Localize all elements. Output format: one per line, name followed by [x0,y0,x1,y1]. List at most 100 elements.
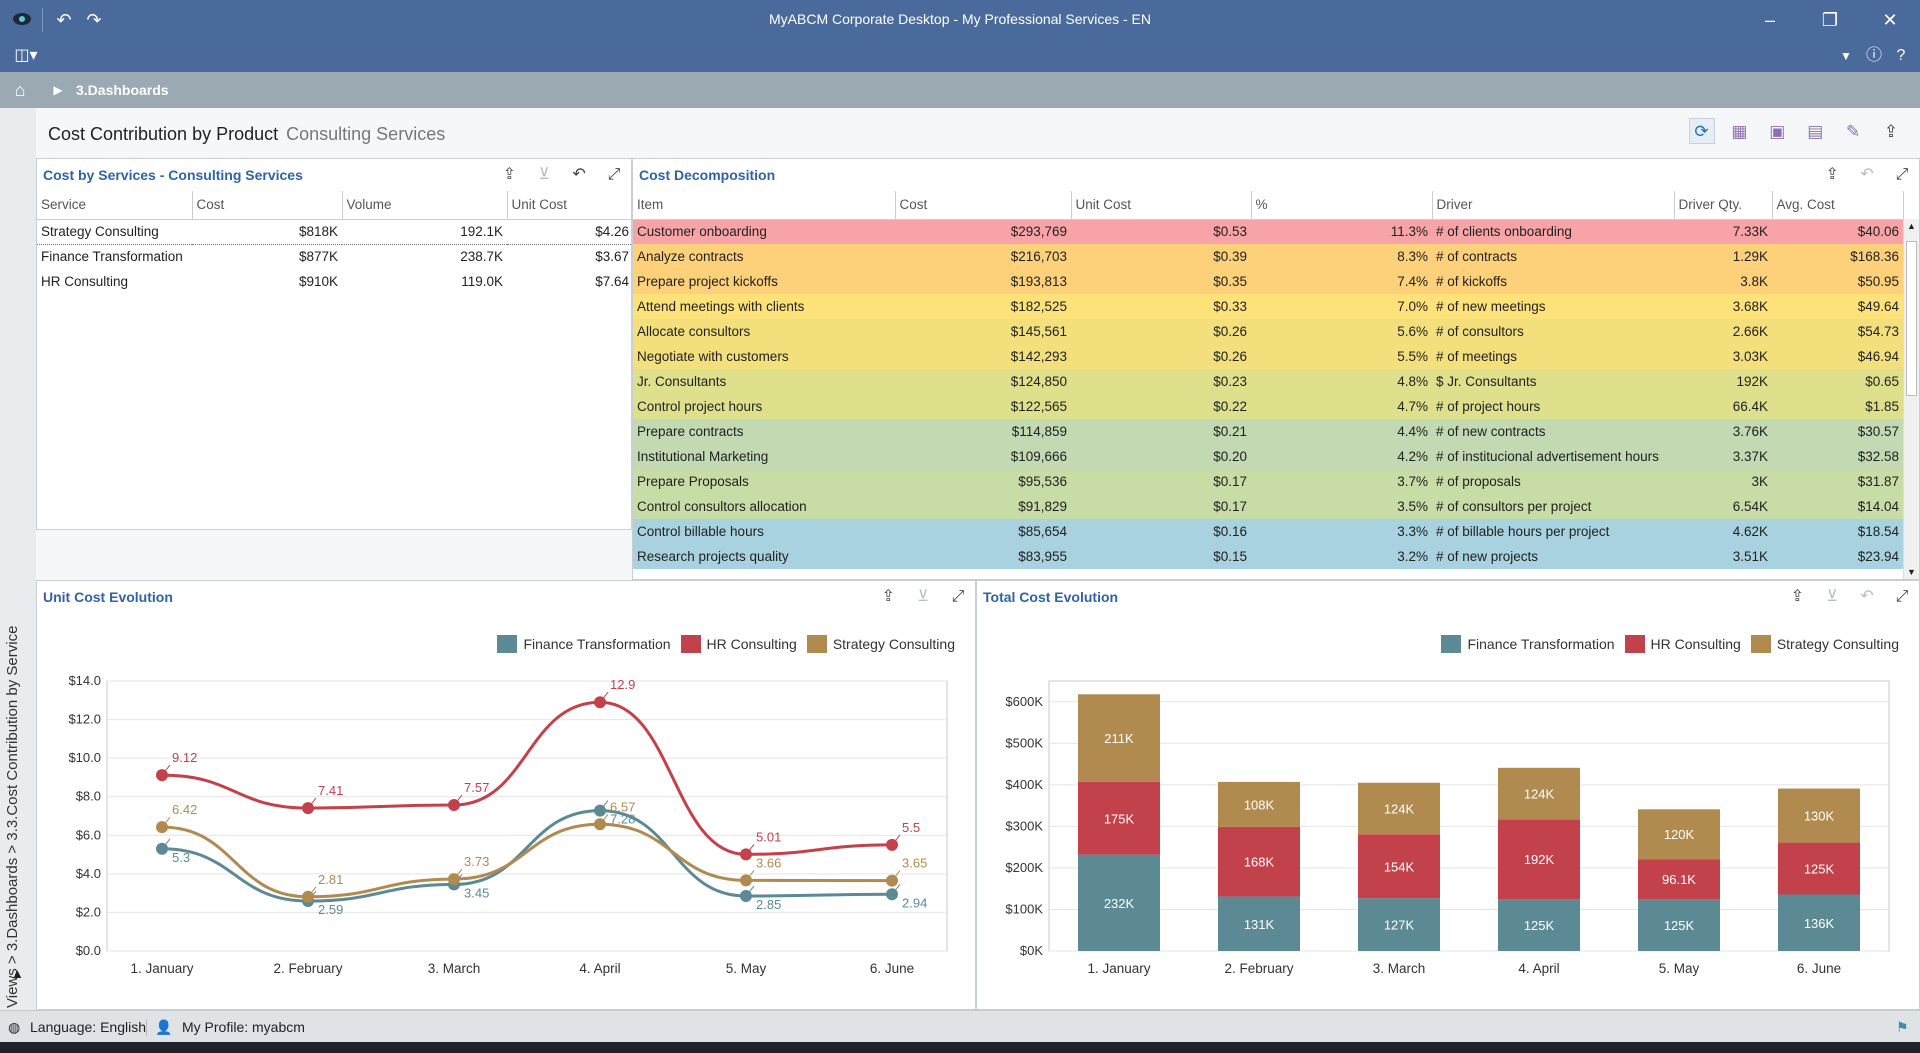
undo-icon[interactable]: ↶ [572,166,586,183]
data-point [156,821,168,834]
legend-item[interactable]: HR Consulting [1624,635,1741,653]
maximize-icon[interactable]: ⤢ [1895,166,1909,183]
table-cell: # of new meetings [1436,299,1546,314]
dashboard-area: Cost Contribution by Product Consulting S… [36,108,1920,1010]
clear-filter-icon[interactable]: ⊻ [917,588,929,605]
data-label: 136K [1804,916,1835,931]
column-header[interactable]: Cost [895,191,1072,220]
scroll-down-icon[interactable]: ▼ [1907,567,1916,577]
vertical-scrollbar[interactable]: ▲ ▼ [1903,219,1919,579]
chevron-down-icon[interactable]: ▼ [1840,49,1852,63]
grid-layout-icon[interactable]: ▦ [1731,122,1748,141]
table-cell: $40.06 [1857,224,1899,240]
table-row[interactable]: Institutional Marketing $109,666 $0.20 4.2%… [633,444,1903,469]
legend-item[interactable]: Finance Transformation [497,635,671,653]
table-row[interactable]: Control project hours $122,565 $0.22 4.7% # … [633,394,1903,419]
table-cell: 4.62K [1732,524,1768,539]
export-icon[interactable]: ⇪ [1825,166,1839,183]
export-icon[interactable]: ⇪ [1883,122,1899,141]
export-icon[interactable]: ⇪ [881,588,895,605]
ribbon-bar: ◫▾ ▼ ⓘ ? [0,40,1920,72]
scroll-up-icon[interactable]: ▲ [1907,221,1916,231]
column-header[interactable]: Unit Cost [1071,191,1252,220]
help-icon[interactable]: ? [1896,47,1906,64]
x-tick-label: 2. February [273,961,342,976]
x-tick-label: 5. May [726,961,767,976]
y-tick-label: $8.0 [76,789,101,804]
export-icon[interactable]: ⇪ [1790,588,1805,605]
column-header[interactable]: Avg. Cost [1772,191,1904,220]
clear-filter-icon[interactable]: ⊻ [538,166,551,183]
edit-pencil-icon[interactable]: ✎ [1845,122,1861,141]
table-row[interactable]: Customer onboarding $293,769 $0.53 11.3% # o… [633,219,1903,244]
close-icon[interactable]: ✕ [1882,10,1898,30]
data-label: 127K [1384,918,1415,933]
column-header[interactable]: % [1251,191,1433,220]
column-header[interactable]: Item [633,191,896,220]
column-header[interactable]: Unit Cost [507,191,631,220]
minimize-icon[interactable]: – [1764,10,1775,30]
table-cell: Strategy Consulting [41,224,159,239]
expand-arrow-icon[interactable]: ▶ [53,83,63,97]
legend-item[interactable]: Strategy Consulting [1750,635,1899,653]
legend-item[interactable]: Strategy Consulting [806,635,955,653]
breadcrumb-path[interactable]: 3.Dashboards [76,82,169,98]
label-leader [891,870,901,881]
flag-icon[interactable]: ⚑ [1896,1019,1909,1035]
clear-filter-icon[interactable]: ⊻ [1826,588,1839,605]
table-row[interactable]: Jr. Consultants $124,850 $0.23 4.8% $ Jr. Co… [633,369,1903,394]
table-row[interactable]: Analyze contracts $216,703 $0.39 8.3% # of c… [633,244,1903,269]
maximize-icon[interactable]: ⤢ [951,588,965,605]
maximize-icon[interactable]: ⤢ [1895,588,1909,605]
export-icon[interactable]: ⇪ [502,166,517,183]
column-header[interactable]: Driver Qty. [1674,191,1773,220]
undo-icon[interactable]: ↶ [56,10,72,30]
table-cell: $95,536 [1018,474,1067,489]
data-label: 2.94 [902,895,927,910]
legend-item[interactable]: HR Consulting [680,635,797,653]
table-row[interactable]: Allocate consultors $145,561 $0.26 5.6% # of… [633,319,1903,344]
table-row[interactable]: Prepare contracts $114,859 $0.21 4.4% # of n… [633,419,1903,444]
table-row[interactable]: Control billable hours $85,654 $0.16 3.3% # … [633,519,1903,544]
x-tick-label: 3. March [1373,961,1426,976]
table-row[interactable]: HR Consulting $910K 119.0K $7.64 [37,269,631,294]
data-label: 192K [1524,852,1555,867]
table-cell: 4.7% [1397,399,1428,414]
language-status[interactable]: Language: English [30,1019,146,1035]
table-cell: $0.23 [1213,374,1247,389]
refresh-icon[interactable]: ⟳ [1688,118,1715,144]
column-header[interactable]: Volume [342,191,508,220]
table-cell: 5.5% [1397,349,1428,364]
table-row[interactable]: Finance Transformation $877K 238.7K $3.67 [37,244,631,269]
info-icon[interactable]: ⓘ [1865,47,1882,64]
save-icon[interactable]: ▣ [1769,122,1786,141]
table-cell: $32.58 [1857,449,1899,464]
undo-icon[interactable]: ↶ [1860,166,1874,183]
table-row[interactable]: Prepare project kickoffs $193,813 $0.35 7.4… [633,269,1903,294]
table-cell: 66.4K [1732,399,1768,414]
panel-toggle-icon[interactable]: ◫▾ [14,47,38,64]
home-icon[interactable]: ⌂ [14,80,26,100]
table-row[interactable]: Control consultors allocation $91,829 $0.1… [633,494,1903,519]
legend-swatch [497,635,518,653]
redo-icon[interactable]: ↷ [86,10,102,30]
page-title: Cost Contribution by Product Consulting S… [48,124,445,145]
table-cell: 1.29K [1732,249,1768,264]
column-header[interactable]: Cost [192,191,343,220]
table-row[interactable]: Negotiate with customers $142,293 $0.26 5.5… [633,344,1903,369]
profile-status[interactable]: My Profile: myabcm [182,1019,305,1035]
restore-icon[interactable]: ❐ [1821,10,1839,30]
column-header[interactable]: Driver [1432,191,1675,220]
table-row[interactable]: Prepare Proposals $95,536 $0.17 3.7% # of pr… [633,469,1903,494]
table-row[interactable]: Research projects quality $83,955 $0.15 3.2… [633,544,1903,569]
maximize-icon[interactable]: ⤢ [607,166,621,183]
collapse-up-icon[interactable]: ▲ [11,966,24,981]
legend-item[interactable]: Finance Transformation [1441,635,1615,653]
column-header[interactable]: Service [37,191,193,220]
data-label: 7.41 [318,783,343,798]
table-row[interactable]: Strategy Consulting $818K 192.1K $4.26 [37,219,631,244]
table-row[interactable]: Attend meetings with clients $182,525 $0.3… [633,294,1903,319]
undo-icon[interactable]: ↶ [1860,588,1874,605]
scrollbar-thumb[interactable] [1906,241,1917,396]
save-as-icon[interactable]: ▤ [1807,122,1824,141]
